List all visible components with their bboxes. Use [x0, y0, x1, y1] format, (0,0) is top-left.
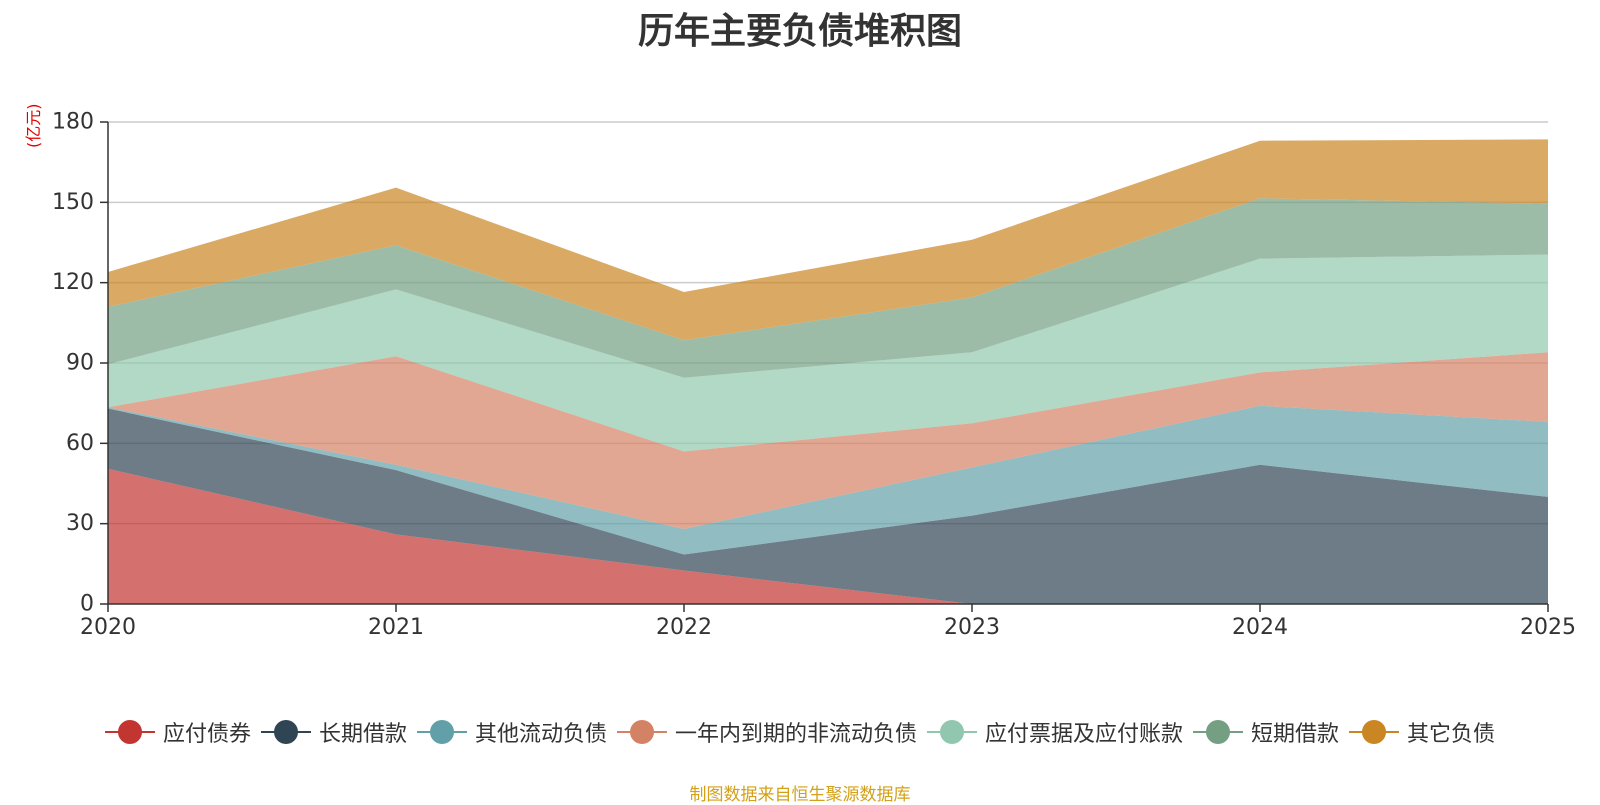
x-tick-label: 2025 [1520, 615, 1576, 640]
legend-label: 应付债券 [162, 722, 251, 747]
y-tick-label: 180 [52, 110, 94, 135]
area-series-6[interactable] [108, 139, 1548, 341]
chart-title: 历年主要负债堆积图 [637, 11, 962, 52]
legend-item-3[interactable]: 一年内到期的非流动负债 [616, 716, 917, 748]
legend-item-6[interactable]: 其它负债 [1349, 716, 1495, 748]
legend-marker-icon [1349, 720, 1400, 744]
axes: 0 30 60 90 120 150 180 2020 2021 2022 2023 2024 2025 [52, 110, 1576, 641]
legend-marker-icon [104, 720, 155, 744]
stacked-areas [108, 139, 1548, 604]
source-note: 制图数据来自恒生聚源数据库 [689, 785, 911, 805]
legend: 应付债券 长期借款 其他流动负债 一年内到期的非流动负债 应付票据及应付账款 短期借款 其它… [0, 716, 1600, 748]
legend-item-1[interactable]: 长期借款 [260, 716, 407, 748]
y-tick-label: 90 [66, 351, 94, 376]
legend-marker-icon [1193, 720, 1244, 744]
legend-item-2[interactable]: 其他流动负债 [416, 716, 607, 748]
legend-marker-icon [616, 720, 667, 744]
x-tick-label: 2023 [944, 615, 1000, 640]
y-tick-label: 30 [66, 511, 94, 536]
legend-item-5[interactable]: 短期借款 [1193, 716, 1339, 748]
legend-marker-icon [416, 720, 467, 744]
legend-item-0[interactable]: 应付债券 [104, 716, 251, 748]
x-tick-label: 2021 [368, 615, 424, 640]
area-series-5[interactable] [108, 198, 1548, 378]
area-series-4[interactable] [108, 254, 1548, 452]
y-tick-label: 120 [52, 270, 94, 295]
legend-marker-icon [927, 720, 977, 744]
legend-label: 应付票据及应付账款 [985, 722, 1184, 747]
chart-plot: 0 30 60 90 120 150 180 2020 2021 2022 2023 2024 2025 [52, 110, 1576, 641]
x-tick-label: 2024 [1232, 615, 1288, 640]
legend-label: 长期借款 [318, 722, 407, 747]
y-tick-label: 60 [66, 431, 94, 456]
area-series-2[interactable] [108, 405, 1548, 555]
area-series-0[interactable] [108, 468, 1548, 604]
area-series-3[interactable] [108, 352, 1548, 529]
legend-item-4[interactable]: 应付票据及应付账款 [927, 716, 1183, 748]
area-series-1[interactable] [108, 408, 1548, 605]
legend-label: 其它负债 [1407, 722, 1496, 747]
y-tick-label: 0 [80, 592, 94, 617]
legend-marker-icon [260, 720, 311, 744]
legend-label: 一年内到期的非流动负债 [674, 722, 917, 747]
legend-label: 短期借款 [1251, 722, 1340, 747]
x-tick-label: 2022 [656, 615, 712, 640]
y-tick-label: 150 [52, 190, 94, 215]
legend-label: 其他流动负债 [474, 722, 607, 747]
x-tick-label: 2020 [80, 615, 136, 640]
